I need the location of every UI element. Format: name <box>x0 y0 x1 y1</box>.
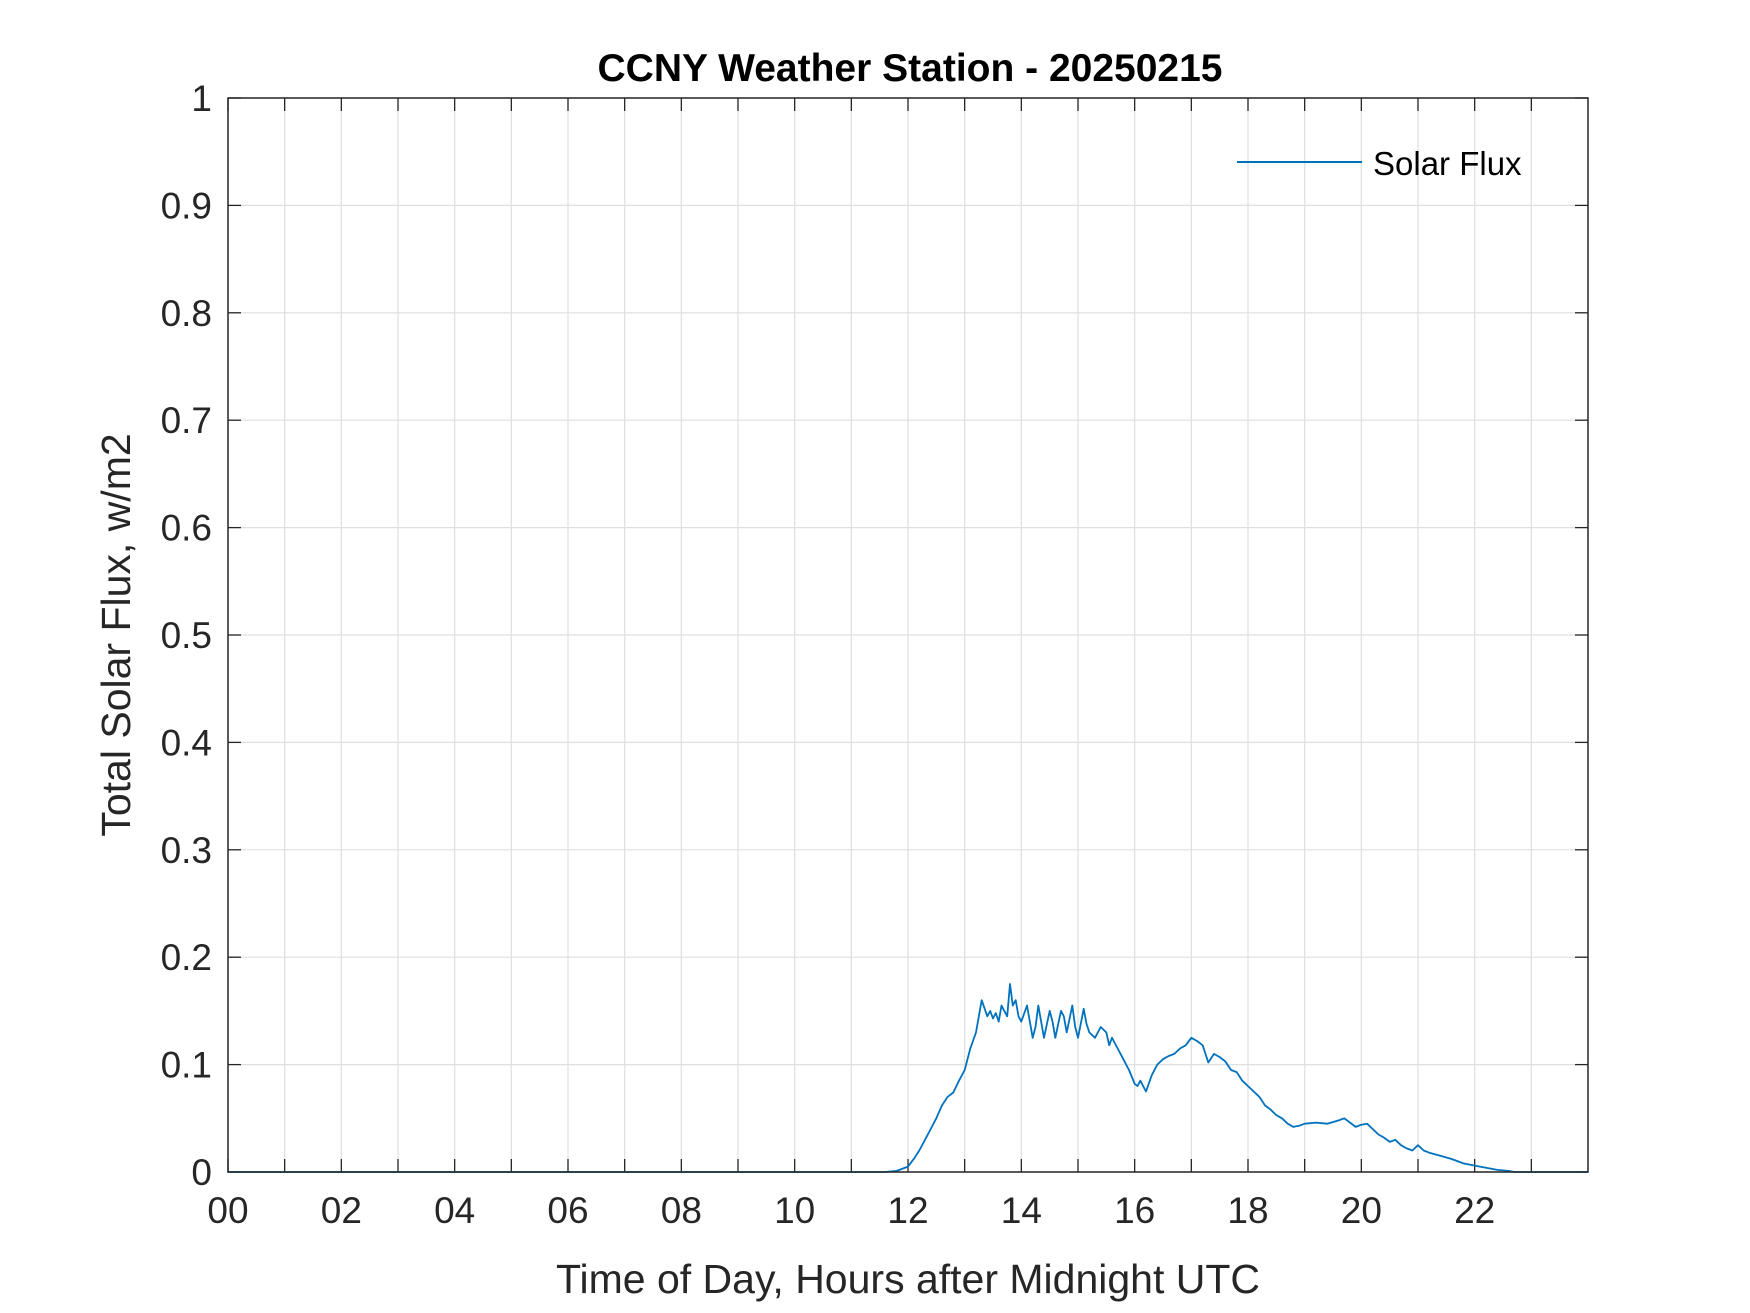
x-tick-label: 12 <box>887 1190 928 1231</box>
axes-box <box>227 97 1589 1173</box>
y-tick-label: 0.5 <box>161 615 212 656</box>
x-tick-label: 22 <box>1454 1190 1495 1231</box>
axis-ticks <box>227 97 1588 1173</box>
x-tick-label: 20 <box>1341 1190 1382 1231</box>
x-tick-label: 14 <box>1001 1190 1042 1231</box>
y-tick-label: 0 <box>191 1152 212 1193</box>
series-group <box>228 983 1588 1173</box>
x-tick-label: 04 <box>434 1190 475 1231</box>
y-axis-label: Total Solar Flux, w/m2 <box>93 433 139 836</box>
y-tick-label: 0.6 <box>161 508 212 549</box>
y-tick-label: 0.8 <box>161 293 212 334</box>
y-tick-labels: 0 0.1 0.2 0.3 0.4 0.5 0.6 0.7 0.8 0.9 1 <box>161 78 212 1193</box>
legend: Solar Flux <box>1237 145 1522 182</box>
y-tick-label: 0.9 <box>161 185 212 226</box>
x-tick-label: 08 <box>661 1190 702 1231</box>
legend-label-solar-flux: Solar Flux <box>1373 145 1522 182</box>
x-tick-label: 00 <box>207 1190 248 1231</box>
x-tick-label: 02 <box>321 1190 362 1231</box>
y-tick-label: 0.2 <box>161 937 212 978</box>
chart-title: CCNY Weather Station - 20250215 <box>598 47 1223 90</box>
x-tick-label: 10 <box>774 1190 815 1231</box>
y-tick-label: 1 <box>191 78 212 119</box>
x-tick-label: 18 <box>1227 1190 1268 1231</box>
y-tick-label: 0.4 <box>161 722 212 763</box>
x-tick-label: 16 <box>1114 1190 1155 1231</box>
y-tick-label: 0.7 <box>161 400 212 441</box>
x-axis-label: Time of Day, Hours after Midnight UTC <box>556 1256 1260 1302</box>
series-line-solar-flux <box>228 983 1588 1173</box>
y-tick-label: 0.1 <box>161 1045 212 1086</box>
x-tick-labels: 00 02 04 06 08 10 12 14 16 18 20 22 <box>207 1190 1495 1231</box>
x-tick-label: 06 <box>547 1190 588 1231</box>
y-tick-label: 0.3 <box>161 830 212 871</box>
